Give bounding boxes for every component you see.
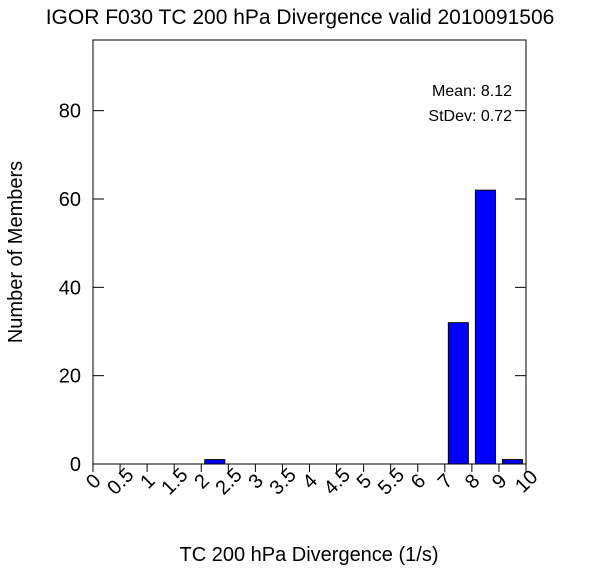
y-tick-label: 40 <box>59 277 81 299</box>
y-axis: 0 20 40 60 80 <box>59 101 526 476</box>
x-tick-label: 1 <box>136 470 159 493</box>
bar <box>501 459 523 465</box>
x-tick-label: 2.5 <box>211 464 246 499</box>
x-tick-label: 2 <box>190 470 213 493</box>
x-tick-label: 3 <box>244 470 267 493</box>
bar <box>204 459 226 465</box>
y-axis-label: Number of Members <box>5 161 27 343</box>
bars-layer <box>204 189 523 465</box>
x-axis-label: TC 200 hPa Divergence (1/s) <box>179 544 438 566</box>
y-tick-label: 0 <box>70 454 81 476</box>
chart-title: IGOR F030 TC 200 hPa Divergence valid 20… <box>46 6 555 29</box>
x-axis: 00.511.522.533.544.555.56 7 8 9 10 <box>82 464 542 499</box>
x-tick-label: 0.5 <box>103 464 138 499</box>
bar <box>447 322 469 465</box>
x-tick-label: 10 <box>511 466 542 497</box>
stat-mean: Mean: 8.12 <box>432 83 512 100</box>
x-tick-label: 5 <box>353 470 376 493</box>
x-tick-label: 5.5 <box>374 464 409 499</box>
x-tick-label: 4.5 <box>320 464 355 499</box>
x-tick-label: 3.5 <box>266 464 301 499</box>
x-tick-label: 1.5 <box>157 464 192 499</box>
x-tick-label: 7 <box>434 470 457 493</box>
stat-stdev: StDev: 0.72 <box>428 108 512 125</box>
x-tick-label: 4 <box>299 470 322 493</box>
x-tick-label: 8 <box>461 470 484 493</box>
y-tick-label: 20 <box>59 366 81 388</box>
x-tick-label: 0 <box>82 470 105 493</box>
y-tick-label: 80 <box>59 101 81 123</box>
x-tick-label: 6 <box>407 470 430 493</box>
bar <box>474 189 496 465</box>
x-tick-label: 9 <box>488 470 511 493</box>
y-tick-label: 60 <box>59 189 81 211</box>
